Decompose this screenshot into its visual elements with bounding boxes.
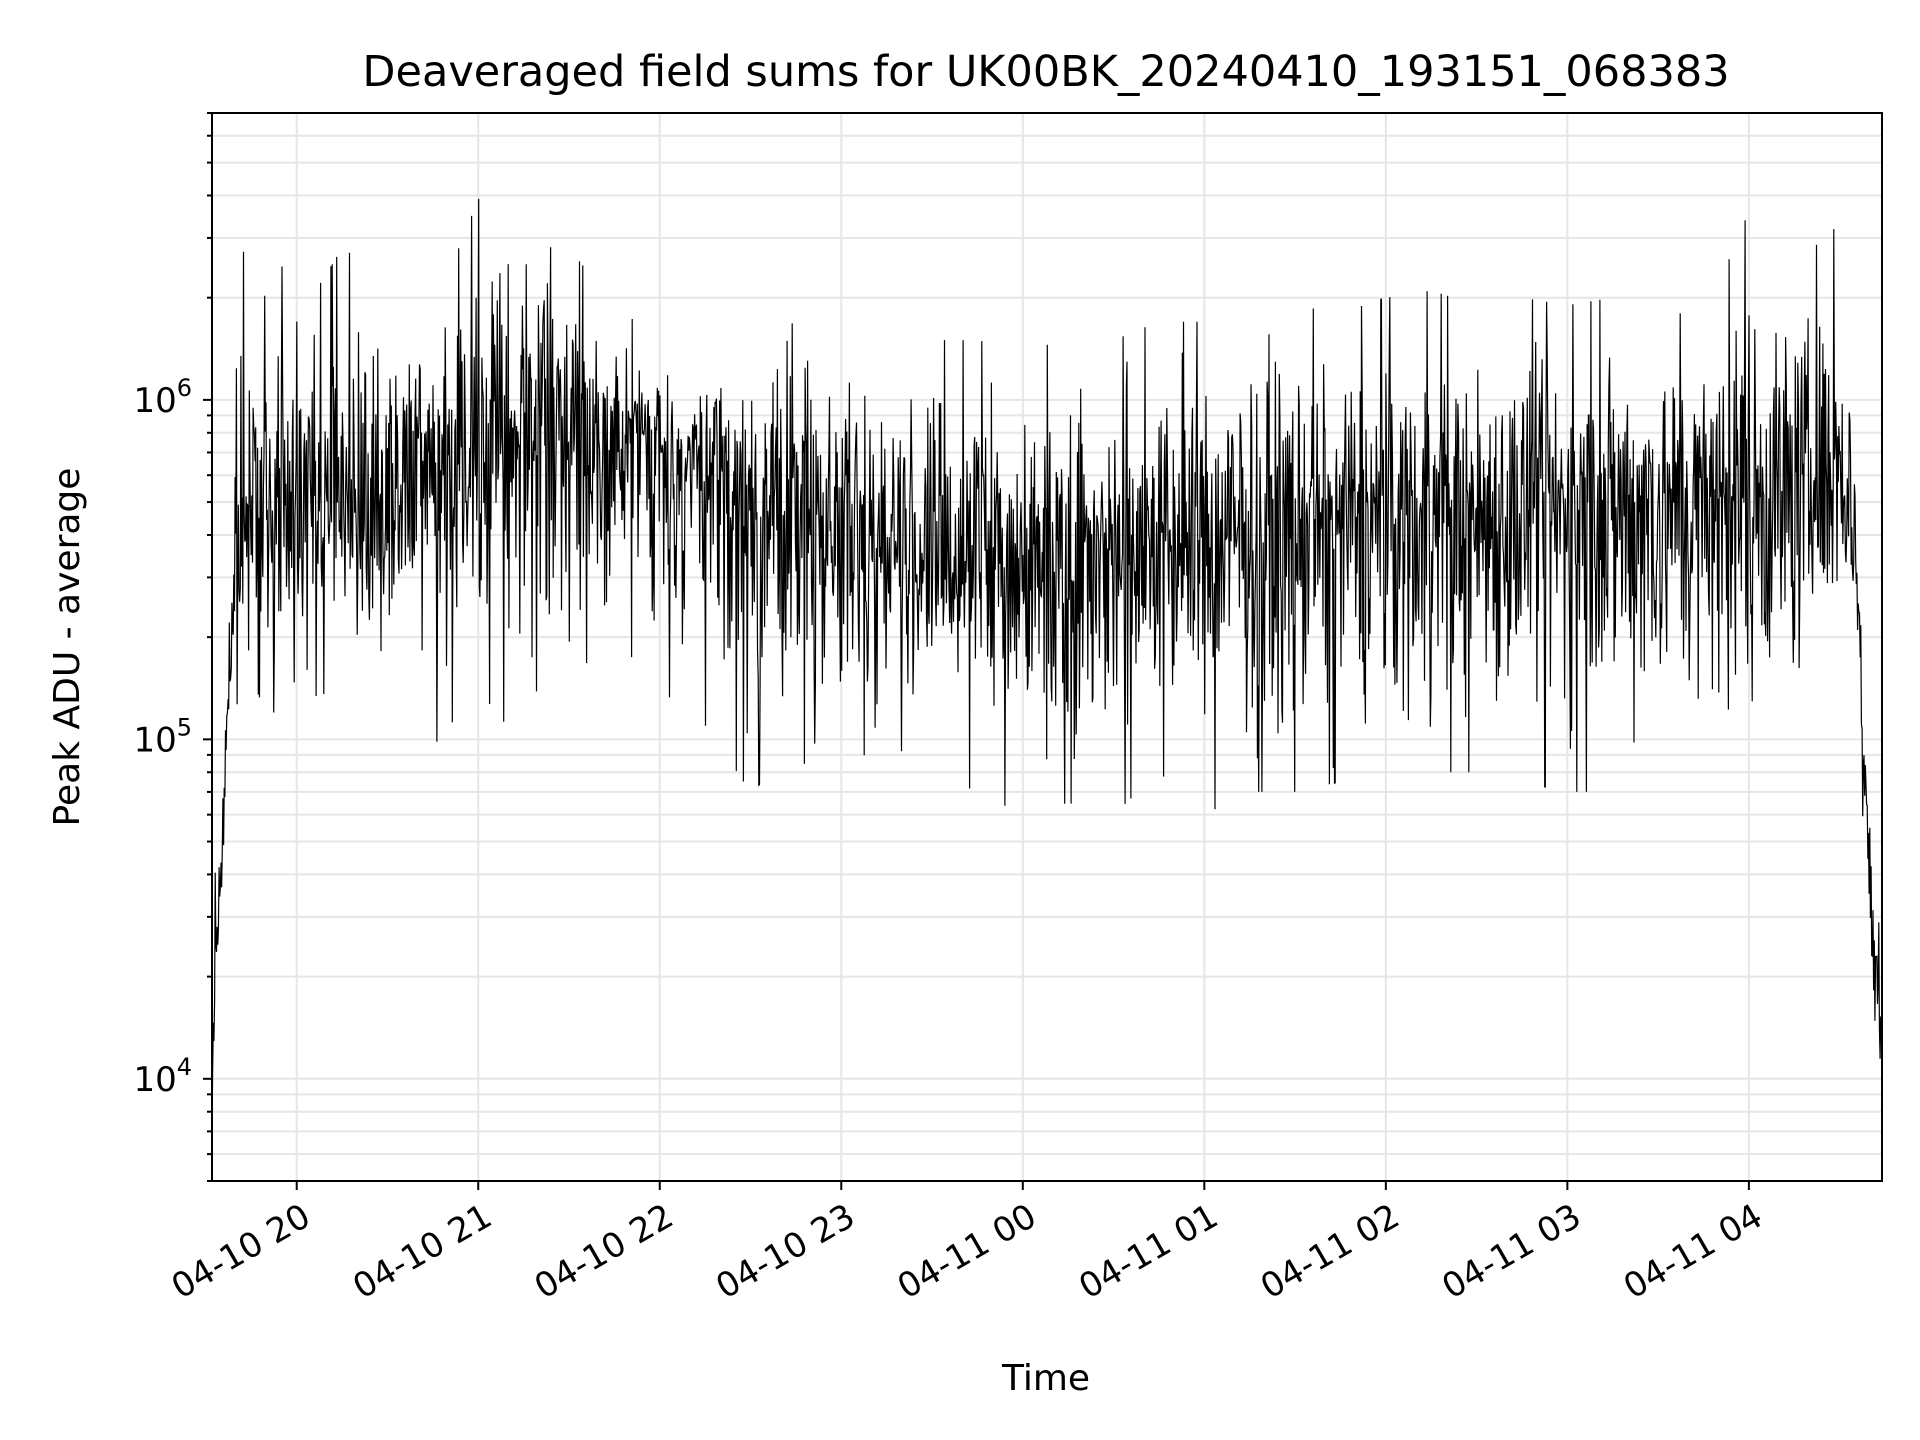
y-tick-label: 104: [133, 1053, 192, 1100]
y-tick-label: 105: [133, 713, 192, 760]
data-series: [211, 198, 1883, 1133]
y-tick-label: 106: [133, 374, 192, 421]
y-axis-label: Peak ADU - average: [47, 468, 88, 827]
chart-title: Deaveraged field sums for UK00BK_2024041…: [362, 47, 1729, 97]
y-tick-label-exponent: 4: [177, 1053, 192, 1081]
x-axis-label: Time: [1001, 1358, 1090, 1399]
y-tick-label-base: 10: [133, 720, 176, 760]
y-tick-label-exponent: 5: [177, 713, 192, 741]
y-tick-label-base: 10: [133, 381, 176, 421]
y-tick-label-exponent: 6: [177, 374, 192, 402]
series-line: [211, 198, 1883, 1133]
y-tick-label-base: 10: [133, 1060, 176, 1100]
plot-frame: [211, 112, 1883, 1182]
